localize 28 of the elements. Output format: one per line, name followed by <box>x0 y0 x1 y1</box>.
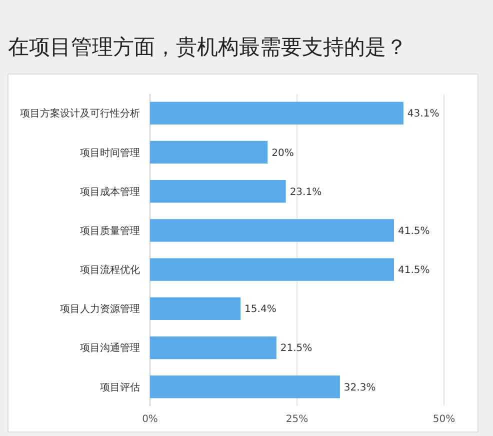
y-tick-label: 项目时间管理 <box>80 146 140 159</box>
bar <box>150 180 286 203</box>
x-tick-label: 50% <box>432 414 456 425</box>
bar <box>150 140 268 164</box>
data-label: 41.5% <box>398 265 430 276</box>
y-tick-label: 项目流程优化 <box>80 264 140 276</box>
y-tick-label: 项目评估 <box>100 381 140 394</box>
x-tick-label: 0% <box>142 414 158 425</box>
y-tick-label: 项目方案设计及可行性分析 <box>20 108 140 120</box>
data-label: 43.1% <box>407 108 440 120</box>
bar <box>150 376 340 398</box>
bar <box>150 297 241 320</box>
bar <box>150 219 394 242</box>
x-tick-label: 25% <box>286 414 308 425</box>
y-tick-label: 项目人力资源管理 <box>60 303 140 316</box>
data-label: 15.4% <box>244 304 276 316</box>
y-tick-label: 项目成本管理 <box>80 186 140 198</box>
data-label: 41.5% <box>398 226 430 237</box>
data-label: 20% <box>272 148 294 159</box>
bar <box>150 336 276 360</box>
data-label: 23.1% <box>290 186 322 198</box>
data-label: 21.5% <box>280 343 312 354</box>
data-label: 32.3% <box>344 382 376 394</box>
y-tick-label: 项目沟通管理 <box>80 342 140 354</box>
bar <box>150 258 394 281</box>
bar <box>150 102 404 124</box>
y-tick-label: 项目质量管理 <box>80 224 140 237</box>
chart-title: 在项目管理方面，贵机构最需要支持的是？ <box>8 35 407 59</box>
